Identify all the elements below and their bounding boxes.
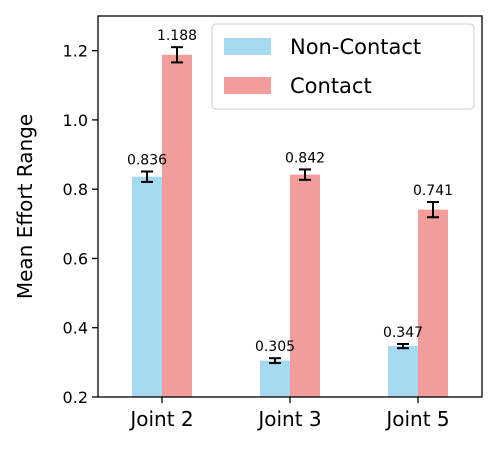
legend-box	[211, 23, 475, 110]
error-bar	[141, 170, 153, 183]
bar-non-contact-3	[388, 346, 418, 397]
x-axis-ticks: Joint 2 Joint 3 Joint 5	[128, 397, 450, 431]
data-label: 0.741	[413, 183, 453, 199]
error-bar	[171, 46, 183, 64]
error-bar	[299, 168, 311, 181]
y-tick-label: 1.2	[63, 42, 88, 61]
x-tick-label: Joint 2	[128, 407, 193, 431]
data-label: 1.188	[157, 28, 197, 44]
bar-contact-2	[290, 174, 320, 397]
y-tick-label: 0.2	[63, 388, 88, 407]
data-labels-layer: 0.836 0.305 0.347 1.188 0.842 0.741	[127, 28, 453, 355]
legend-swatch	[224, 77, 271, 94]
bar-contact-3	[418, 209, 448, 397]
x-tick-label: Joint 3	[256, 407, 321, 431]
y-tick-label: 0.6	[63, 249, 88, 268]
y-axis-title: Mean Effort Range	[13, 114, 37, 299]
x-tick-label: Joint 5	[384, 407, 449, 431]
legend-label: Non-Contact	[290, 35, 421, 59]
data-label: 0.836	[127, 153, 167, 169]
error-bar	[397, 343, 409, 350]
legend: Non-Contact Contact	[211, 23, 475, 110]
bar-contact-1	[162, 54, 192, 398]
y-tick-label: 1.0	[63, 111, 88, 130]
legend-label: Contact	[290, 74, 372, 98]
data-label: 0.347	[383, 325, 423, 341]
bars-layer	[132, 54, 448, 398]
y-tick-label: 0.8	[63, 180, 88, 199]
y-axis-ticks: 0.2 0.4 0.6 0.8 1.0 1.2	[63, 42, 98, 407]
error-bars-layer	[141, 46, 439, 365]
data-label: 0.842	[285, 150, 325, 166]
y-tick-label: 0.4	[63, 319, 88, 338]
legend-swatch	[224, 38, 271, 55]
data-label: 0.305	[255, 339, 295, 355]
error-bar	[427, 200, 439, 219]
error-bar	[269, 357, 281, 365]
bar-non-contact-2	[260, 360, 290, 397]
bar-non-contact-1	[132, 176, 162, 397]
